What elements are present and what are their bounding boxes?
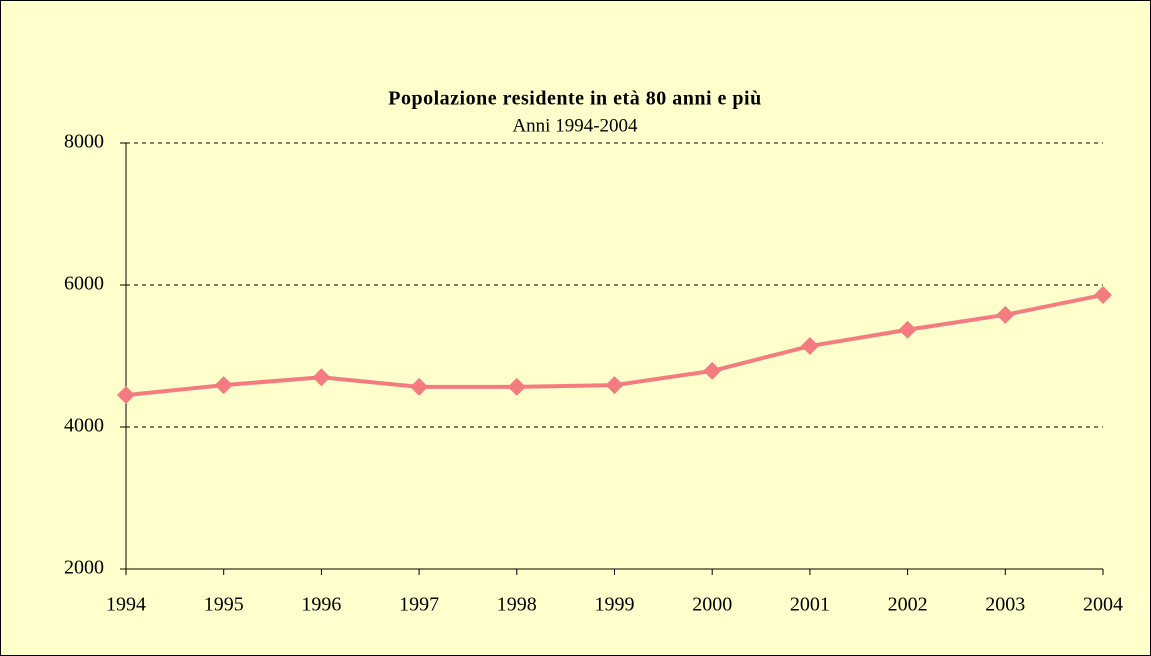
x-tick-label: 1995	[204, 594, 244, 616]
point-marker	[605, 376, 624, 395]
x-tick-label: 1998	[497, 594, 537, 616]
point-marker	[410, 377, 429, 396]
point-marker	[898, 320, 917, 339]
x-tick-label: 2002	[888, 594, 928, 616]
y-tick-label: 2000	[64, 557, 104, 579]
point-marker	[507, 377, 526, 396]
y-tick-label: 6000	[64, 273, 104, 295]
x-tick-label: 2004	[1083, 594, 1123, 616]
x-tick-label: 1997	[399, 594, 439, 616]
point-marker	[117, 386, 135, 405]
point-marker	[312, 368, 331, 387]
chart-subtitle: Anni 1994-2004	[512, 115, 638, 136]
x-tick-label: 1994	[106, 594, 146, 616]
x-tick-label: 1999	[595, 594, 635, 616]
point-marker	[214, 376, 233, 395]
x-tick-label: 2001	[790, 594, 830, 616]
point-marker	[800, 337, 819, 356]
x-tick-label: 1996	[301, 594, 341, 616]
y-tick-label: 4000	[64, 415, 104, 437]
x-tick-label: 2003	[985, 594, 1025, 616]
x-tick-label: 2000	[692, 594, 732, 616]
point-marker	[703, 361, 722, 380]
y-tick-label: 8000	[64, 131, 104, 153]
point-marker	[1094, 285, 1112, 304]
chart-title: Popolazione residente in età 80 anni e p…	[388, 88, 761, 110]
point-marker	[996, 305, 1015, 324]
